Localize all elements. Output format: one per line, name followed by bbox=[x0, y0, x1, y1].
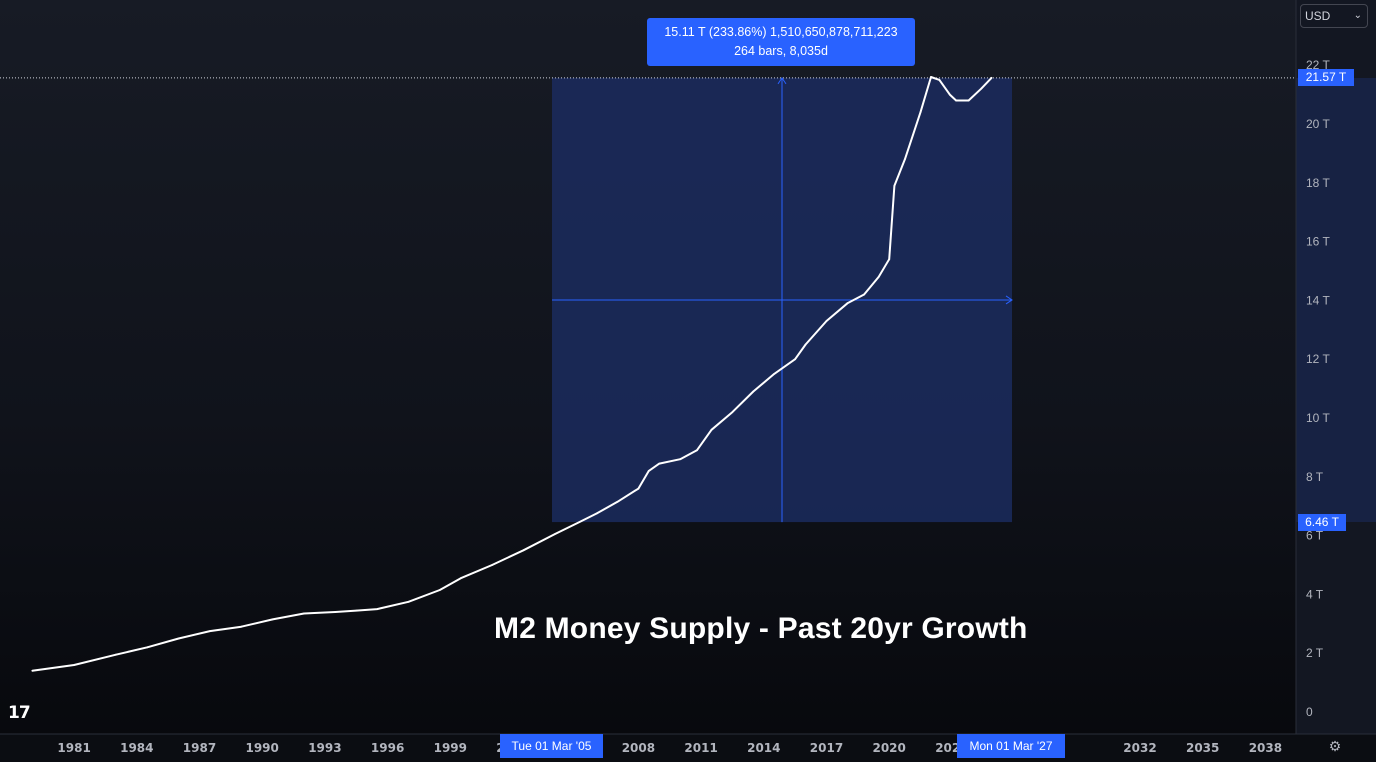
currency-label: USD bbox=[1305, 9, 1331, 23]
data-point bbox=[658, 462, 661, 465]
data-point bbox=[271, 618, 274, 621]
measure-start-time-tag: Tue 01 Mar '05 bbox=[500, 734, 603, 758]
data-point bbox=[647, 470, 650, 472]
y-tick-label: 22 T bbox=[1306, 58, 1330, 72]
x-tick-label: 2014 bbox=[747, 741, 780, 755]
data-point bbox=[825, 320, 828, 322]
x-tick-label: 2038 bbox=[1249, 741, 1282, 755]
chart-title: M2 Money Supply - Past 20yr Growth bbox=[494, 612, 1028, 645]
data-point bbox=[376, 608, 378, 610]
data-point bbox=[679, 458, 682, 461]
data-point bbox=[522, 549, 525, 552]
x-tick-label: 1984 bbox=[120, 741, 153, 755]
data-point bbox=[967, 99, 970, 102]
currency-select[interactable]: USD ⌄ bbox=[1300, 4, 1368, 28]
measure-change-text: 15.11 T (233.86%) 1,510,650,878,711,223 bbox=[664, 25, 898, 39]
data-point bbox=[930, 76, 932, 78]
price-scale-highlight bbox=[1296, 78, 1376, 522]
x-tick-label: 1981 bbox=[57, 741, 90, 755]
x-tick-label: 2032 bbox=[1123, 741, 1156, 755]
data-point bbox=[919, 111, 922, 114]
x-tick-label: 2020 bbox=[872, 741, 905, 755]
data-point bbox=[334, 611, 337, 613]
data-point bbox=[710, 428, 713, 431]
y-tick-label: 2 T bbox=[1306, 646, 1324, 660]
data-point bbox=[177, 637, 180, 640]
y-tick-label: 10 T bbox=[1306, 411, 1330, 425]
data-point bbox=[595, 512, 598, 515]
data-point bbox=[888, 258, 891, 261]
measure-horizontal-arrowhead bbox=[1005, 295, 1013, 305]
data-point bbox=[980, 87, 983, 90]
data-point bbox=[948, 93, 951, 96]
data-point bbox=[893, 184, 896, 187]
data-point bbox=[637, 487, 640, 490]
data-point bbox=[904, 158, 906, 161]
y-tick-label: 8 T bbox=[1306, 470, 1324, 484]
data-point bbox=[938, 79, 941, 81]
y-tick-label: 0 bbox=[1306, 705, 1313, 719]
data-point bbox=[491, 564, 493, 566]
data-point bbox=[459, 577, 462, 580]
time-scale-panel bbox=[0, 734, 1376, 762]
data-point bbox=[209, 630, 211, 632]
gear-icon[interactable]: ⚙ bbox=[1328, 738, 1342, 754]
data-point bbox=[407, 600, 410, 603]
y-tick-label: 18 T bbox=[1306, 176, 1330, 190]
data-point bbox=[115, 653, 117, 656]
data-point bbox=[804, 343, 807, 346]
y-tick-label: 6 T bbox=[1306, 529, 1324, 543]
data-point bbox=[73, 664, 75, 666]
data-point bbox=[616, 500, 619, 503]
data-point bbox=[863, 293, 865, 296]
x-tick-label: 1996 bbox=[371, 741, 404, 755]
y-tick-label: 12 T bbox=[1306, 352, 1330, 366]
price-tag-start: 6.46 T bbox=[1298, 514, 1346, 531]
data-point bbox=[877, 276, 880, 278]
data-point bbox=[31, 669, 34, 672]
data-point bbox=[752, 390, 755, 393]
x-tick-label: 1993 bbox=[308, 741, 341, 755]
measure-range-text: 264 bars, 8,035d bbox=[734, 44, 828, 58]
price-tag-end: 21.57 T bbox=[1298, 69, 1354, 86]
data-point bbox=[846, 302, 849, 305]
x-tick-label: 2017 bbox=[810, 741, 843, 755]
x-tick-label: 2011 bbox=[684, 741, 717, 755]
data-point bbox=[773, 373, 776, 375]
data-point bbox=[240, 625, 243, 628]
data-point bbox=[794, 358, 796, 361]
data-point bbox=[303, 612, 305, 615]
x-tick-label: 2035 bbox=[1186, 741, 1219, 755]
y-tick-label: 4 T bbox=[1306, 587, 1324, 601]
measure-end-time-tag: Mon 01 Mar '27 bbox=[957, 734, 1065, 758]
data-point bbox=[696, 449, 698, 452]
data-point bbox=[955, 99, 957, 102]
data-point bbox=[578, 521, 581, 523]
tradingview-logo: 17 bbox=[8, 703, 31, 723]
data-point bbox=[731, 411, 734, 413]
chevron-down-icon: ⌄ bbox=[1353, 10, 1362, 21]
data-point bbox=[355, 609, 358, 612]
x-tick-label: 1987 bbox=[183, 741, 216, 755]
x-tick-label: 1999 bbox=[434, 741, 467, 755]
y-tick-label: 14 T bbox=[1306, 293, 1330, 307]
x-tick-label: 2008 bbox=[622, 741, 655, 755]
x-tick-label: 1990 bbox=[245, 741, 278, 755]
data-point bbox=[438, 589, 441, 591]
data-point bbox=[990, 76, 993, 79]
y-tick-label: 20 T bbox=[1306, 117, 1330, 131]
data-point bbox=[146, 646, 149, 649]
y-tick-label: 16 T bbox=[1306, 235, 1330, 249]
data-point bbox=[553, 533, 556, 535]
measure-tooltip: 15.11 T (233.86%) 1,510,650,878,711,223 … bbox=[647, 18, 915, 66]
measure-vertical-arrowhead bbox=[777, 76, 787, 85]
